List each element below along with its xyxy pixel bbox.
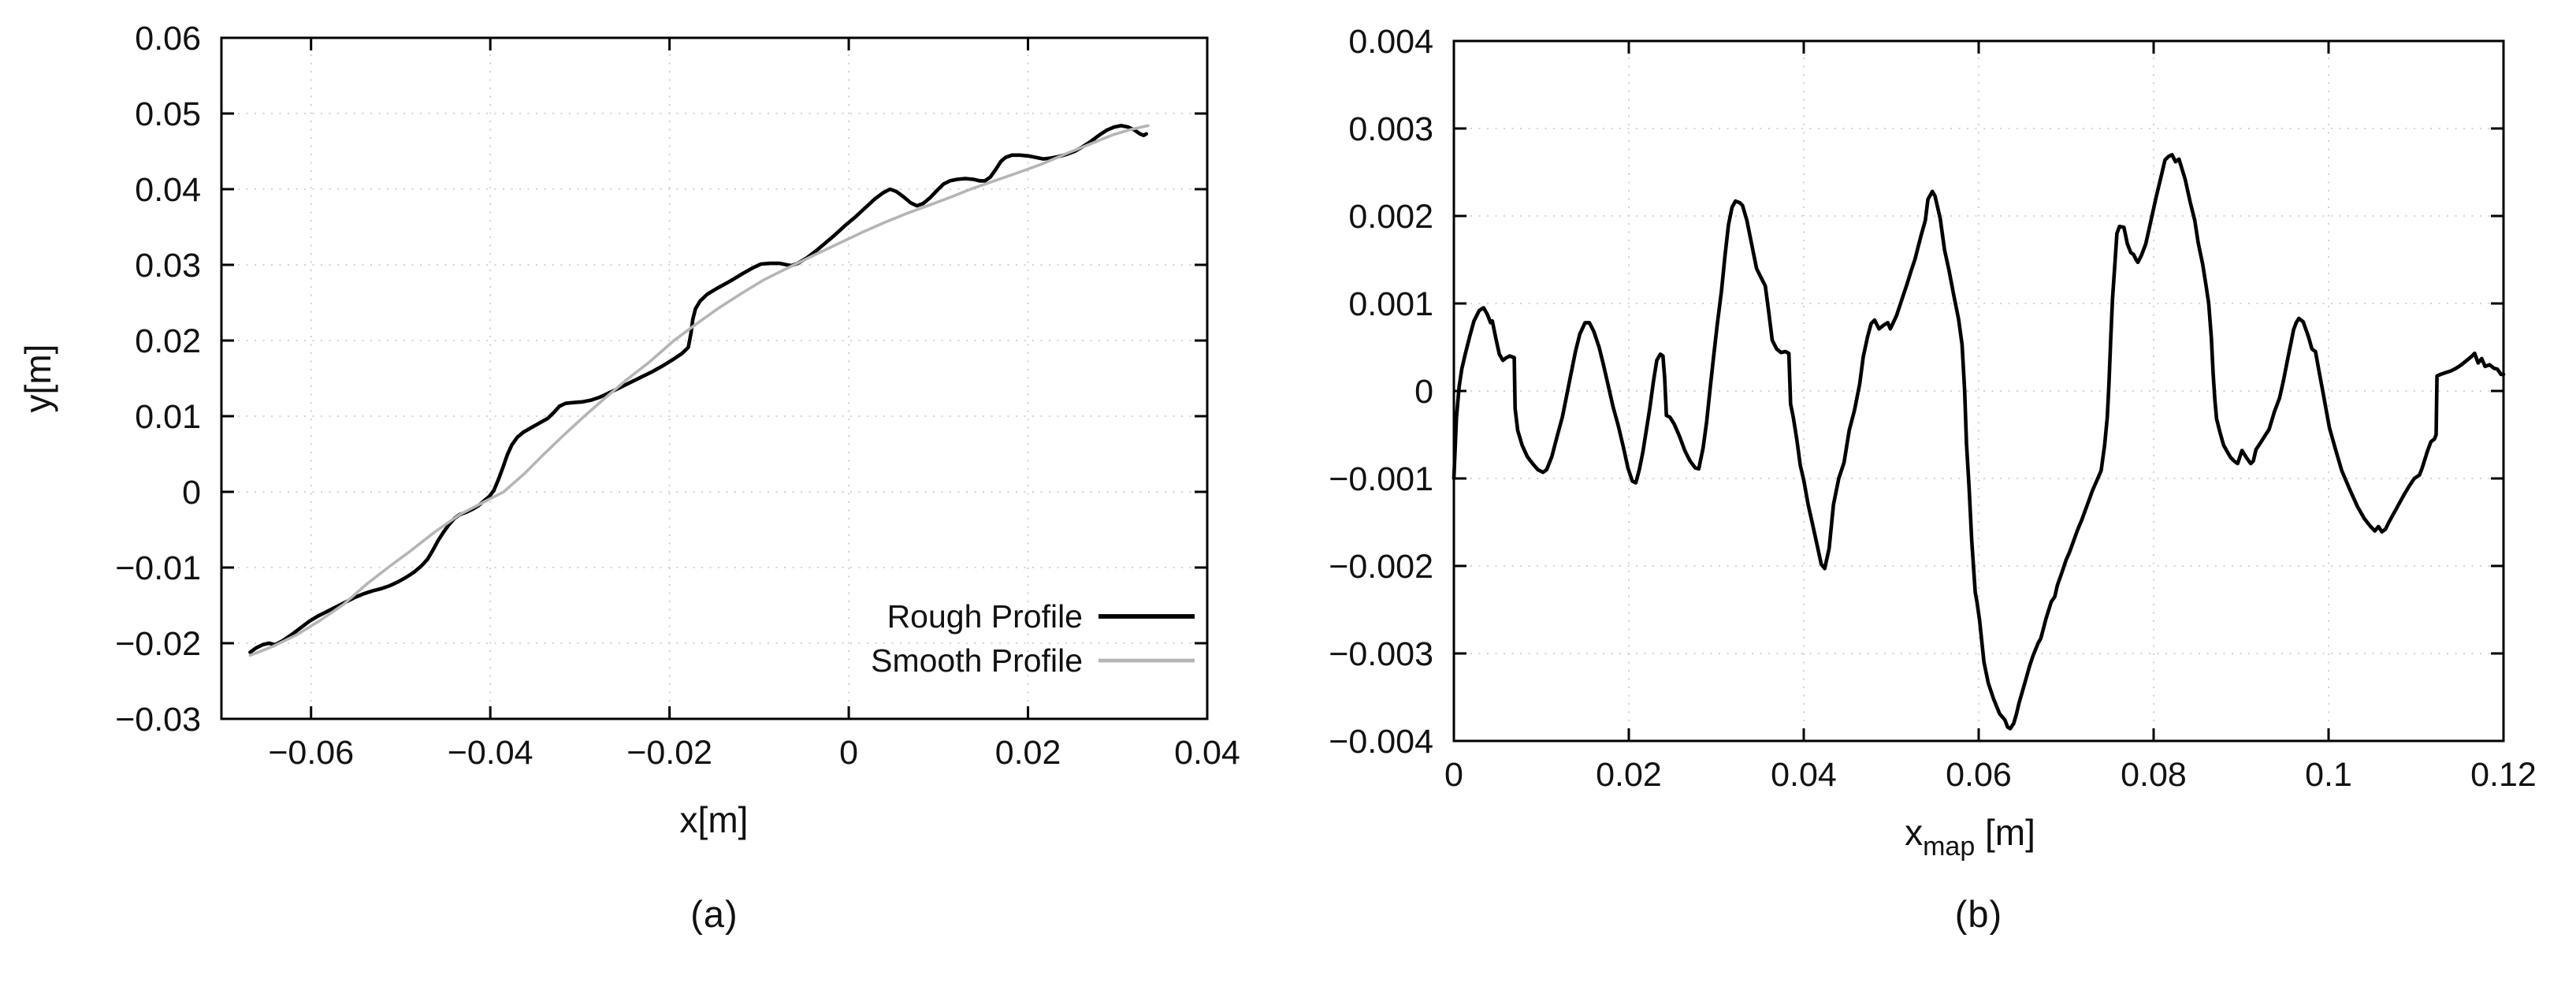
y-tick-label: 0.04 [135, 171, 201, 209]
legend-label: Smooth Profile [871, 642, 1083, 679]
y-tick-label: −0.001 [1329, 460, 1433, 498]
chart-a-plot: −0.06 −0.04 −0.02 0 0.02 0.04 −0.03 −0.02 −0.01 0… [17, 20, 1240, 840]
x-tick-label: 0.1 [2305, 756, 2352, 794]
y-tick-label: −0.003 [1329, 635, 1433, 673]
x-tick-label: 0.04 [1174, 734, 1240, 772]
chart-b-plot: 0 0.02 0.04 0.06 0.08 0.1 0.12 −0.004 −0.003 −0.0… [1329, 23, 2537, 862]
x-axis-label: xmap [m] [1905, 812, 2035, 862]
y-tick-label: 0.01 [135, 398, 201, 436]
y-tick-label: 0 [1414, 373, 1433, 411]
y-tick-label: 0.004 [1348, 23, 1433, 61]
y-tick-label: 0.02 [135, 322, 201, 360]
x-tick-label: 0.06 [1946, 756, 2012, 794]
y-tick-label: 0.05 [135, 95, 201, 133]
x-axis-label: x[m] [680, 799, 749, 840]
y-tick-label: −0.03 [115, 701, 201, 739]
y-tick-label: 0.003 [1348, 110, 1433, 148]
x-tick-label: −0.06 [268, 734, 354, 772]
y-axis-label: y[m] [17, 344, 58, 413]
caption-a: (a) [690, 893, 738, 935]
x-tick-label: 0.08 [2121, 756, 2187, 794]
x-tick-label: 0 [1444, 756, 1463, 794]
y-tick-label: 0 [182, 474, 201, 512]
smooth-profile-line [248, 124, 1150, 657]
mapped-rough-profile-line [1452, 153, 2506, 731]
x-tick-label: 0.12 [2470, 756, 2537, 794]
caption-b: (b) [1954, 893, 2003, 935]
x-tick-label: 0.02 [995, 734, 1061, 772]
y-tick-label: −0.004 [1329, 723, 1433, 761]
x-tick-label: 0 [839, 734, 858, 772]
chart-panel-a: −0.06 −0.04 −0.02 0 0.02 0.04 −0.03 −0.02 −0.01 0… [17, 20, 1240, 935]
y-tick-label: −0.01 [115, 549, 201, 587]
x-tick-label: −0.04 [448, 734, 533, 772]
y-tick-label: 0.03 [135, 247, 201, 285]
y-tick-label: −0.002 [1329, 548, 1433, 586]
legend-label: Rough Profile [887, 598, 1083, 635]
x-tick-label: 0.02 [1596, 756, 1662, 794]
x-tick-label: −0.02 [626, 734, 712, 772]
y-tick-label: 0.001 [1348, 285, 1433, 323]
rough-profile-line [248, 124, 1148, 654]
x-tick-label: 0.04 [1771, 756, 1837, 794]
y-tick-label: 0.06 [135, 20, 201, 58]
y-tick-label: 0.002 [1348, 198, 1433, 236]
chart-panel-b: 0 0.02 0.04 0.06 0.08 0.1 0.12 −0.004 −0.003 −0.0… [1288, 0, 2576, 1005]
plot-border [220, 36, 1209, 720]
y-tick-label: −0.02 [115, 625, 201, 663]
legend: Rough Profile Smooth Profile [871, 598, 1195, 679]
